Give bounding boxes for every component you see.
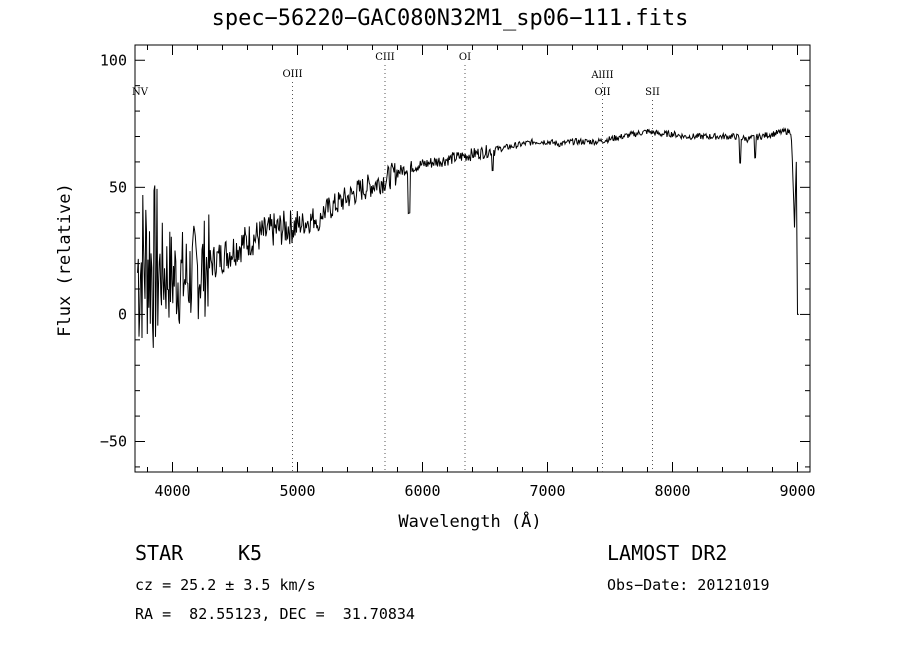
y-tick-label: 0 bbox=[118, 305, 127, 323]
x-tick-label: 4000 bbox=[154, 482, 190, 500]
redshift-velocity: cz = 25.2 ± 3.5 km/s bbox=[135, 576, 316, 594]
line-marker-label: SII bbox=[645, 87, 660, 98]
x-tick-label: 8000 bbox=[654, 482, 690, 500]
x-axis-label: Wavelength (Å) bbox=[398, 512, 542, 532]
survey-name: LAMOST DR2 bbox=[607, 541, 728, 565]
y-tick-label: −50 bbox=[100, 433, 127, 451]
x-tick-label: 6000 bbox=[404, 482, 440, 500]
line-marker-label: CIII bbox=[375, 52, 395, 63]
line-marker-label: OIII bbox=[282, 69, 302, 80]
coordinates: RA = 82.55123, DEC = 31.70834 bbox=[135, 605, 415, 623]
spectrum-line bbox=[137, 126, 799, 348]
y-tick-label: 100 bbox=[100, 51, 127, 69]
object-class: STAR bbox=[135, 541, 184, 565]
x-tick-label: 7000 bbox=[529, 482, 565, 500]
chart-title: spec−56220−GAC080N32M1_sp06−111.fits bbox=[211, 6, 689, 31]
y-tick-label: 50 bbox=[109, 178, 127, 196]
x-tick-label: 5000 bbox=[279, 482, 315, 500]
line-marker-label: NV bbox=[132, 87, 149, 98]
observation-date: Obs−Date: 20121019 bbox=[607, 576, 770, 594]
object-subclass: K5 bbox=[238, 541, 263, 565]
line-marker-label: AlIII bbox=[590, 70, 613, 81]
line-marker-label: OI bbox=[459, 52, 471, 63]
x-tick-label: 9000 bbox=[779, 482, 815, 500]
line-marker-label: OII bbox=[594, 87, 610, 98]
